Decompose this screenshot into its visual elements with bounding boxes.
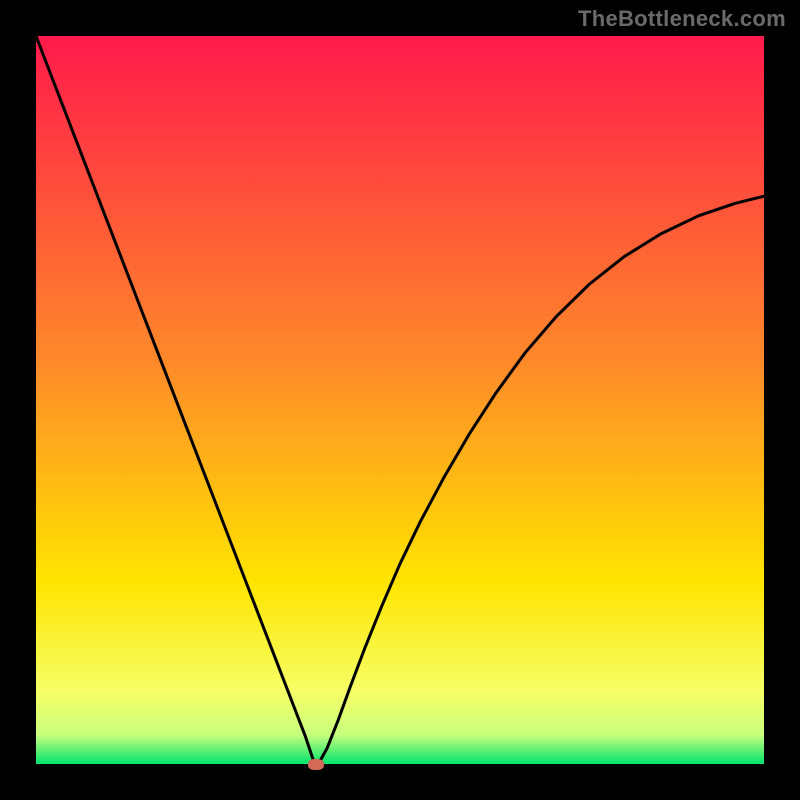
bottleneck-curve — [36, 36, 764, 764]
watermark-text: TheBottleneck.com — [578, 6, 786, 32]
plot-area — [36, 36, 764, 764]
chart-frame: TheBottleneck.com — [0, 0, 800, 800]
optimal-point-marker — [308, 759, 324, 770]
